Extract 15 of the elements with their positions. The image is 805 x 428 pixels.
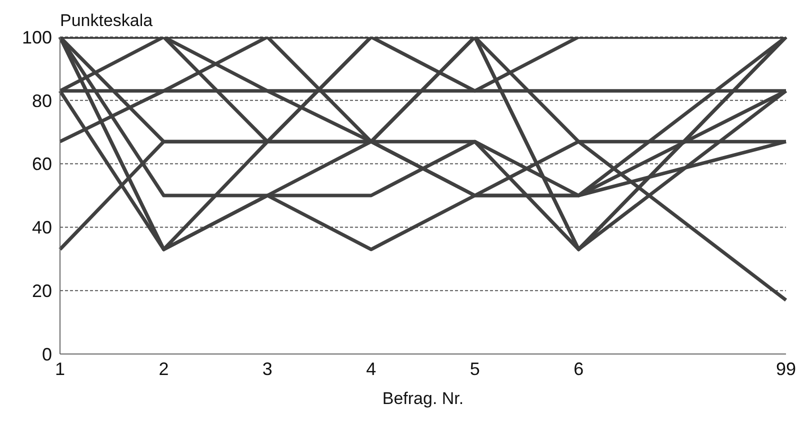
x-tick-label: 6 [574, 358, 584, 379]
y-tick-label: 40 [32, 218, 52, 238]
y-axis-title: Punkteskala [60, 11, 153, 31]
x-tick-label: 1 [54, 358, 66, 379]
x-tick-label: 4 [366, 358, 376, 379]
x-tick-label: 99 [776, 358, 796, 379]
y-tick-label: 100 [22, 27, 52, 48]
y-tick-label: 80 [32, 90, 52, 111]
x-axis-title: Befrag. Nr. [382, 389, 464, 408]
y-tick-label: 0 [42, 344, 52, 364]
x-tick-label: 2 [158, 358, 169, 379]
y-tick-label: 20 [32, 280, 52, 301]
x-tick-label: 5 [470, 358, 480, 379]
x-tick-label: 3 [262, 358, 272, 379]
y-tick-label: 60 [32, 154, 52, 174]
